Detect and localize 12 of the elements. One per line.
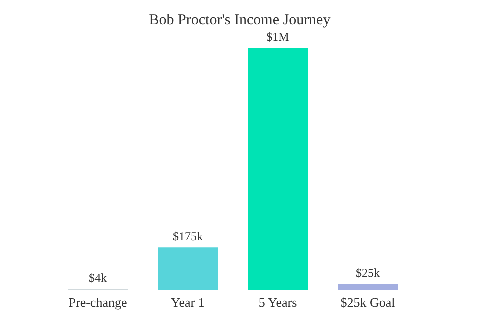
bar <box>248 48 308 290</box>
data-label: $1M <box>266 30 290 44</box>
x-tick-label: 5 Years <box>258 295 298 310</box>
x-tick-label: $25k Goal <box>340 295 396 310</box>
data-label: $25k <box>356 266 380 280</box>
data-label: $4k <box>89 271 107 286</box>
data-label: $175k <box>173 230 203 244</box>
x-tick-label: Pre-change <box>68 295 128 310</box>
bar <box>158 248 218 290</box>
bar <box>338 284 398 290</box>
x-tick-label: Year 1 <box>171 295 205 310</box>
chart-title: Bob Proctor's Income Journey <box>149 12 332 28</box>
